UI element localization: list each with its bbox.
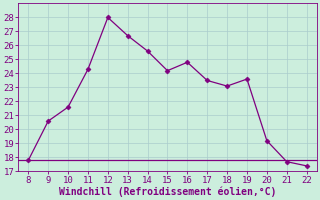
X-axis label: Windchill (Refroidissement éolien,°C): Windchill (Refroidissement éolien,°C) [59, 186, 276, 197]
